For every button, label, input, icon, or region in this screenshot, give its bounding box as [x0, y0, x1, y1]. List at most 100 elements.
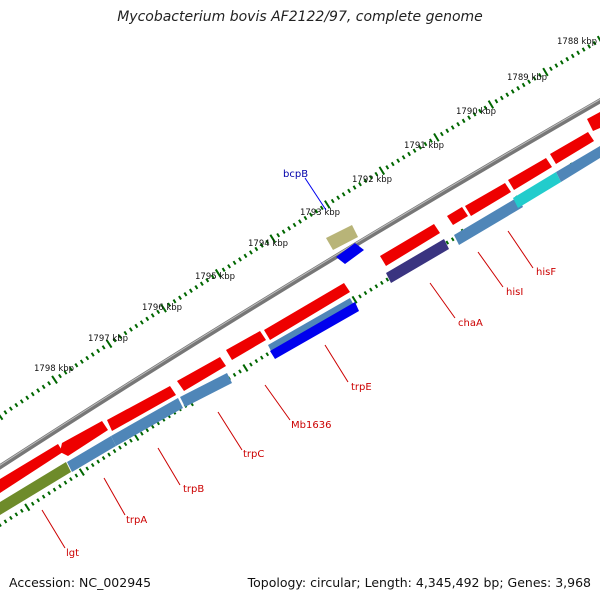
ruler-minor-tick: [412, 148, 417, 153]
cds-arrow[interactable]: [107, 386, 176, 431]
cds-arrow[interactable]: [226, 331, 266, 360]
cds-arrow[interactable]: [264, 283, 350, 340]
inner-ruler-minor-tick: [47, 491, 51, 496]
inner-ruler-minor-tick: [101, 456, 106, 461]
kbp-label-1795: 1795 kbp: [195, 272, 235, 282]
ruler-minor-tick: [499, 95, 504, 101]
gene-label-lgt[interactable]: lgt: [66, 548, 79, 559]
ruler-minor-tick: [156, 309, 161, 315]
cds-arrow[interactable]: [60, 421, 108, 456]
ruler-minor-tick: [292, 222, 297, 228]
gene-label-trpA[interactable]: trpA: [126, 515, 147, 526]
kbp-label-1798: 1798 kbp: [34, 364, 74, 374]
ruler-minor-tick: [128, 327, 133, 332]
cds-arrow[interactable]: [177, 357, 226, 391]
inner-ruler-minor-tick: [358, 294, 362, 299]
gene-hisF[interactable]: [513, 172, 561, 208]
ruler-minor-tick: [68, 366, 73, 372]
cds-arrow[interactable]: [508, 158, 552, 190]
cds-arrow[interactable]: [465, 183, 511, 216]
ruler-minor-tick: [178, 295, 182, 300]
feature-bcpB-blue[interactable]: [336, 243, 364, 264]
cds-arrow[interactable]: [0, 444, 63, 493]
gene-hisI[interactable]: [454, 197, 523, 245]
gene-label-trpC[interactable]: trpC: [243, 449, 264, 460]
inner-ruler-minor-tick: [14, 512, 19, 517]
ruler-minor-tick: [276, 232, 281, 238]
ruler-minor-tick: [516, 85, 521, 91]
ruler-minor-tick: [407, 151, 411, 157]
gene-label-hisI[interactable]: hisI: [506, 287, 523, 298]
gene-trpC[interactable]: [180, 373, 232, 407]
inner-ruler-minor-tick: [123, 442, 128, 447]
ruler-minor-tick: [450, 125, 455, 130]
inner-ruler-minor-tick: [74, 473, 79, 478]
ruler-minor-tick: [90, 352, 95, 357]
ruler-minor-tick: [592, 40, 597, 46]
ruler-minor-tick: [521, 82, 526, 88]
ruler-major-tick: [542, 67, 549, 77]
inner-ruler-major-tick: [24, 503, 31, 512]
inner-ruler-minor-tick: [249, 362, 253, 367]
ruler-minor-tick: [467, 115, 471, 120]
gene-label-trpB[interactable]: trpB: [183, 484, 204, 495]
gene-trpB[interactable]: [111, 398, 183, 446]
inner-ruler-minor-tick: [52, 487, 57, 492]
kbp-label-1796: 1796 kbp: [142, 303, 182, 313]
ruler-minor-tick: [330, 198, 335, 204]
inner-ruler-minor-tick: [254, 359, 259, 364]
inner-ruler-minor-tick: [41, 494, 46, 499]
ruler-minor-tick: [205, 278, 210, 283]
cds-arrow[interactable]: [447, 207, 468, 225]
gene-trpE[interactable]: [270, 302, 359, 359]
inner-ruler-minor-tick: [385, 277, 390, 282]
ruler-minor-tick: [461, 118, 466, 124]
ruler-minor-tick: [259, 243, 264, 248]
inner-ruler-minor-tick: [369, 287, 373, 292]
ruler-major-tick: [160, 303, 167, 313]
gene-labels: lgt trpA trpB trpC Mb1636 trpE chaA hisI…: [66, 169, 556, 559]
genome-backbone-highlight: [0, 98, 600, 466]
feature-label-bcpB[interactable]: bcpB: [283, 169, 308, 180]
feature-bcpB-khaki[interactable]: [326, 225, 358, 250]
ruler-major-tick: [0, 414, 4, 421]
ruler-minor-tick: [134, 323, 139, 329]
gene-trpA[interactable]: [67, 436, 116, 472]
cds-arrow[interactable]: [380, 224, 440, 266]
ruler-minor-tick: [559, 60, 564, 65]
ruler-major-tick: [378, 166, 386, 176]
gene-label-trpE[interactable]: trpE: [351, 382, 372, 393]
gene-chaA[interactable]: [386, 239, 449, 283]
accession-label: Accession: NC_002945: [9, 575, 152, 590]
ruler-major-tick: [214, 268, 222, 278]
gene-lgt[interactable]: [0, 462, 71, 515]
inner-ruler-major-tick: [351, 295, 358, 304]
gene-hisF-cont[interactable]: [556, 146, 600, 182]
gene-label-hisF[interactable]: hisF: [536, 267, 556, 278]
ruler-minor-tick: [47, 381, 52, 386]
inner-ruler-minor-tick: [363, 290, 368, 296]
ruler-minor-tick: [549, 66, 553, 72]
ruler-minor-tick: [112, 337, 117, 343]
inner-ruler-minor-tick: [36, 498, 40, 503]
cds-arrow[interactable]: [550, 132, 594, 164]
cds-arrow[interactable]: [587, 112, 600, 131]
kbp-ruler-major-ticks: [0, 35, 600, 421]
inner-ruler-minor-tick: [85, 466, 90, 471]
ruler-minor-tick: [19, 399, 24, 404]
kbp-labels: 1788 kbp 1789 kbp 1790 kbp 1791 kbp 1792…: [34, 37, 597, 374]
ruler-major-tick: [433, 133, 440, 142]
ruler-minor-tick: [265, 239, 270, 245]
inner-ruler-minor-tick: [3, 519, 8, 524]
kbp-label-1794: 1794 kbp: [248, 239, 288, 249]
inner-ruler-minor-tick: [30, 501, 35, 506]
gene-label-Mb1636[interactable]: Mb1636: [291, 420, 331, 431]
inner-ruler-major-tick: [78, 468, 85, 477]
ruler-minor-tick: [576, 50, 581, 55]
inner-ruler-minor-tick: [232, 372, 237, 377]
ruler-minor-tick: [472, 112, 477, 117]
ruler-minor-tick: [123, 330, 128, 336]
ruler-minor-tick: [63, 370, 68, 375]
gene-label-chaA[interactable]: chaA: [458, 318, 483, 329]
inner-ruler-minor-tick: [112, 449, 117, 454]
